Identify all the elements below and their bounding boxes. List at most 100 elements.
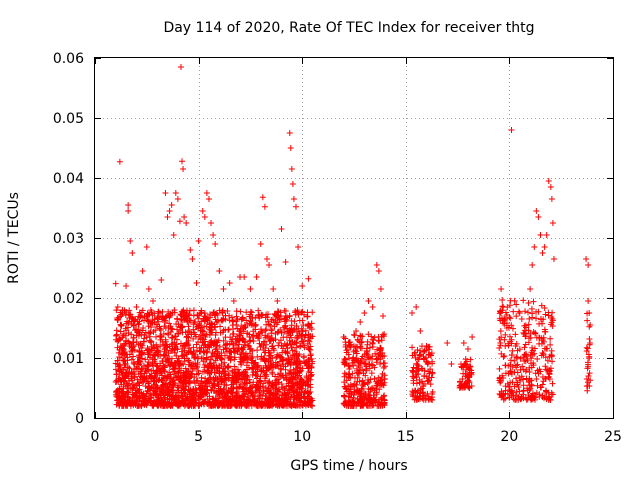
data-point <box>279 355 286 362</box>
x-tick-label: 25 <box>604 429 622 445</box>
data-point <box>545 178 552 184</box>
data-point <box>181 214 188 220</box>
data-point <box>368 370 375 377</box>
data-point <box>135 358 142 365</box>
data-point <box>213 339 220 346</box>
data-point <box>154 371 161 378</box>
data-point <box>213 319 220 326</box>
data-point <box>461 380 468 387</box>
data-point <box>444 340 451 346</box>
data-point <box>366 355 373 362</box>
data-point <box>151 310 158 317</box>
data-point <box>210 232 217 238</box>
data-point <box>116 375 123 382</box>
data-point <box>536 393 543 400</box>
data-point <box>144 388 151 395</box>
data-point <box>347 388 354 395</box>
x-tick-label: 0 <box>91 429 100 445</box>
data-point <box>118 322 125 329</box>
data-point <box>181 347 188 354</box>
data-point <box>506 394 513 401</box>
data-point <box>468 371 475 378</box>
data-point <box>359 338 366 345</box>
data-point <box>465 378 472 385</box>
data-point <box>288 344 295 351</box>
data-point <box>521 322 528 329</box>
data-point <box>415 371 422 378</box>
data-point <box>250 328 257 335</box>
data-point <box>159 400 166 407</box>
data-point <box>201 214 208 220</box>
data-point <box>519 363 526 370</box>
data-point <box>498 388 505 395</box>
data-point <box>206 326 213 333</box>
data-point <box>139 327 146 334</box>
data-point <box>121 358 128 364</box>
data-point <box>306 338 313 345</box>
data-point <box>365 354 372 361</box>
data-point <box>258 328 265 335</box>
y-tick-label: 0 <box>75 411 84 427</box>
data-point <box>300 353 307 360</box>
data-point <box>118 351 125 358</box>
data-point <box>177 378 184 385</box>
data-point <box>520 376 527 383</box>
data-point <box>172 333 179 340</box>
data-point <box>280 334 287 341</box>
data-point <box>225 363 232 370</box>
data-point <box>207 356 214 363</box>
x-axis-label: GPS time / hours <box>290 458 407 474</box>
data-point <box>373 382 380 389</box>
data-point <box>125 202 132 208</box>
data-point <box>207 399 214 406</box>
data-point <box>122 312 129 319</box>
data-point <box>340 400 347 407</box>
data-point <box>277 365 284 372</box>
data-point <box>155 318 162 325</box>
data-point <box>130 359 137 366</box>
data-point <box>365 379 372 386</box>
data-point <box>198 307 205 314</box>
data-point <box>131 327 138 334</box>
data-point <box>518 393 525 400</box>
data-point <box>513 353 520 360</box>
data-point <box>365 391 372 398</box>
data-point <box>182 365 189 372</box>
data-point <box>496 365 503 372</box>
data-point <box>194 393 201 400</box>
data-point <box>380 393 387 400</box>
chart-title: Day 114 of 2020, Rate Of TEC Index for r… <box>163 20 534 36</box>
data-point <box>243 372 250 379</box>
data-point <box>133 304 140 310</box>
data-point <box>247 346 254 353</box>
data-point <box>297 384 304 391</box>
data-point <box>246 376 253 383</box>
data-point <box>193 371 200 378</box>
data-point <box>498 286 505 292</box>
data-point <box>292 309 299 316</box>
data-point <box>522 358 529 365</box>
data-point <box>252 364 259 371</box>
data-point <box>352 347 359 354</box>
data-point <box>230 331 237 338</box>
data-point <box>187 348 194 355</box>
data-point <box>507 367 514 374</box>
data-point <box>265 321 272 328</box>
data-point <box>212 241 219 247</box>
data-point <box>279 384 286 391</box>
data-point <box>240 393 247 400</box>
data-point <box>547 184 554 190</box>
data-point <box>532 391 539 398</box>
data-point <box>539 250 546 256</box>
data-point <box>214 355 221 362</box>
data-point <box>189 390 196 397</box>
data-point <box>229 322 236 329</box>
data-point <box>257 356 264 363</box>
data-point <box>153 323 160 330</box>
data-point <box>151 316 158 323</box>
data-point <box>137 313 144 319</box>
data-point <box>234 333 241 340</box>
data-point <box>154 349 161 355</box>
data-point <box>525 339 532 346</box>
data-point <box>274 298 281 304</box>
